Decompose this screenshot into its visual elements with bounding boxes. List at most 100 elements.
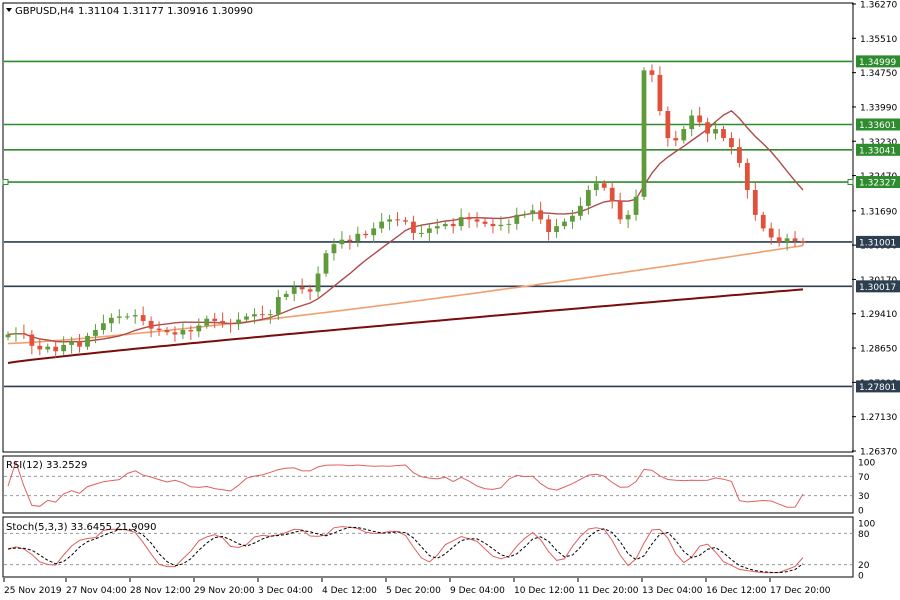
bear-candle bbox=[768, 228, 774, 238]
bull-candle bbox=[180, 329, 186, 335]
bear-candle bbox=[363, 233, 369, 236]
bull-candle bbox=[275, 297, 281, 315]
stoch-panel bbox=[4, 526, 852, 574]
bull-candle bbox=[355, 233, 361, 242]
time-tick-label: 10 Dec 12:00 bbox=[514, 586, 575, 596]
bear-candle bbox=[307, 289, 313, 292]
bull-candle bbox=[204, 318, 210, 326]
bear-candle bbox=[538, 210, 544, 220]
bull-candle bbox=[784, 238, 790, 242]
bull-candle bbox=[291, 287, 297, 294]
bear-candle bbox=[609, 187, 615, 202]
bear-candle bbox=[649, 70, 655, 75]
price-tick-label: 1.36270 bbox=[860, 1, 897, 11]
time-tick-label: 28 Nov 12:00 bbox=[130, 586, 191, 596]
bear-candle bbox=[697, 115, 703, 123]
bull-candle bbox=[434, 226, 440, 229]
ma-fast-line bbox=[7, 109, 804, 343]
bull-candle bbox=[593, 183, 599, 191]
price-tick-label: 1.26370 bbox=[860, 448, 897, 458]
rsi-line bbox=[7, 460, 804, 508]
osc-tick-label: 30 bbox=[858, 492, 870, 502]
stoch-title: Stoch(5,3,3) 33.6455 21.9090 bbox=[6, 522, 157, 533]
bear-candle bbox=[760, 214, 766, 229]
price-tick-label: 1.28650 bbox=[860, 345, 897, 355]
symbol-label: GBPUSD,H4 bbox=[15, 6, 74, 17]
rsi-pane-frame bbox=[2, 455, 854, 514]
bull-candle bbox=[442, 223, 448, 227]
level-label-bg bbox=[856, 176, 900, 189]
level-label: 1.32327 bbox=[859, 179, 896, 189]
dropdown-triangle-icon[interactable] bbox=[6, 8, 12, 12]
rsi-axis: 100 70 30 0 bbox=[858, 459, 875, 517]
time-tick-label: 3 Dec 04:00 bbox=[258, 586, 313, 596]
bear-candle bbox=[77, 341, 82, 347]
bear-candle bbox=[601, 183, 607, 188]
bear-candle bbox=[53, 346, 59, 352]
bull-candle bbox=[379, 221, 385, 229]
bull-candle bbox=[689, 115, 695, 130]
bull-candle bbox=[530, 210, 536, 214]
time-tick-label: 9 Dec 04:00 bbox=[450, 586, 505, 596]
price-tick-label: 1.29410 bbox=[860, 310, 897, 320]
bull-candle bbox=[641, 70, 647, 197]
bear-candle bbox=[450, 223, 456, 227]
bull-candle bbox=[5, 334, 11, 338]
level-label: 1.33601 bbox=[859, 121, 896, 131]
bull-candle bbox=[554, 226, 559, 233]
rsi-title: RSI(12) 33.2529 bbox=[6, 460, 87, 471]
bear-candle bbox=[172, 332, 178, 335]
bear-candle bbox=[752, 190, 758, 215]
bull-candle bbox=[458, 217, 464, 227]
ma-mid-line bbox=[7, 244, 804, 345]
bear-candle bbox=[228, 323, 233, 325]
chart-header: GBPUSD,H4 1.31104 1.31177 1.30916 1.3099… bbox=[6, 6, 253, 17]
osc-tick-label: 80 bbox=[858, 530, 870, 540]
level-label-bg bbox=[856, 235, 900, 248]
bull-candle bbox=[267, 314, 273, 316]
bull-candle bbox=[61, 344, 67, 352]
price-tick-label: 1.35510 bbox=[860, 35, 897, 45]
rsi-panel bbox=[4, 460, 852, 508]
level-handle bbox=[847, 179, 854, 186]
bear-candle bbox=[299, 287, 305, 290]
bear-candle bbox=[260, 314, 265, 316]
bear-candle bbox=[737, 147, 742, 163]
price-tick-label: 1.33990 bbox=[860, 103, 897, 113]
bull-candle bbox=[244, 316, 249, 320]
level-label-bg bbox=[856, 380, 900, 393]
time-axis: 25 Nov 2019 27 Nov 04:00 28 Nov 12:00 29 No… bbox=[3, 578, 831, 596]
bear-candle bbox=[220, 320, 226, 324]
level-label: 1.27801 bbox=[859, 383, 896, 393]
bull-candle bbox=[562, 221, 567, 227]
price-tick-label: 1.31690 bbox=[860, 207, 897, 217]
bull-candle bbox=[514, 214, 520, 224]
bull-candle bbox=[315, 273, 321, 292]
bear-candle bbox=[466, 217, 472, 220]
time-tick-label: 4 Dec 12:00 bbox=[322, 586, 377, 596]
bear-candle bbox=[776, 237, 782, 242]
stoch-main-line bbox=[7, 526, 804, 574]
bull-candle bbox=[101, 323, 106, 330]
bear-candle bbox=[705, 122, 710, 134]
bull-candle bbox=[625, 214, 631, 220]
level-price-labels: 1.34999 1.33601 1.33041 1.32327 1.31001 1.300… bbox=[856, 55, 900, 393]
bull-candle bbox=[578, 205, 583, 216]
bull-candle bbox=[124, 316, 130, 318]
osc-tick-label: 0 bbox=[858, 507, 864, 517]
level-lines bbox=[2, 60, 854, 388]
osc-tick-label: 100 bbox=[858, 459, 875, 469]
bull-candle bbox=[633, 196, 639, 215]
bull-candle bbox=[69, 341, 74, 345]
bull-candle bbox=[339, 239, 345, 245]
bull-candle bbox=[283, 293, 289, 298]
bear-candle bbox=[744, 162, 750, 191]
bear-candle bbox=[673, 138, 679, 141]
level-label-bg bbox=[856, 55, 900, 68]
level-label-bg bbox=[856, 143, 900, 156]
time-tick-label: 11 Dec 20:00 bbox=[578, 586, 639, 596]
time-tick-label: 17 Dec 20:00 bbox=[770, 586, 831, 596]
osc-tick-label: 100 bbox=[858, 520, 875, 530]
bear-candle bbox=[792, 238, 798, 242]
bull-candle bbox=[132, 315, 138, 317]
